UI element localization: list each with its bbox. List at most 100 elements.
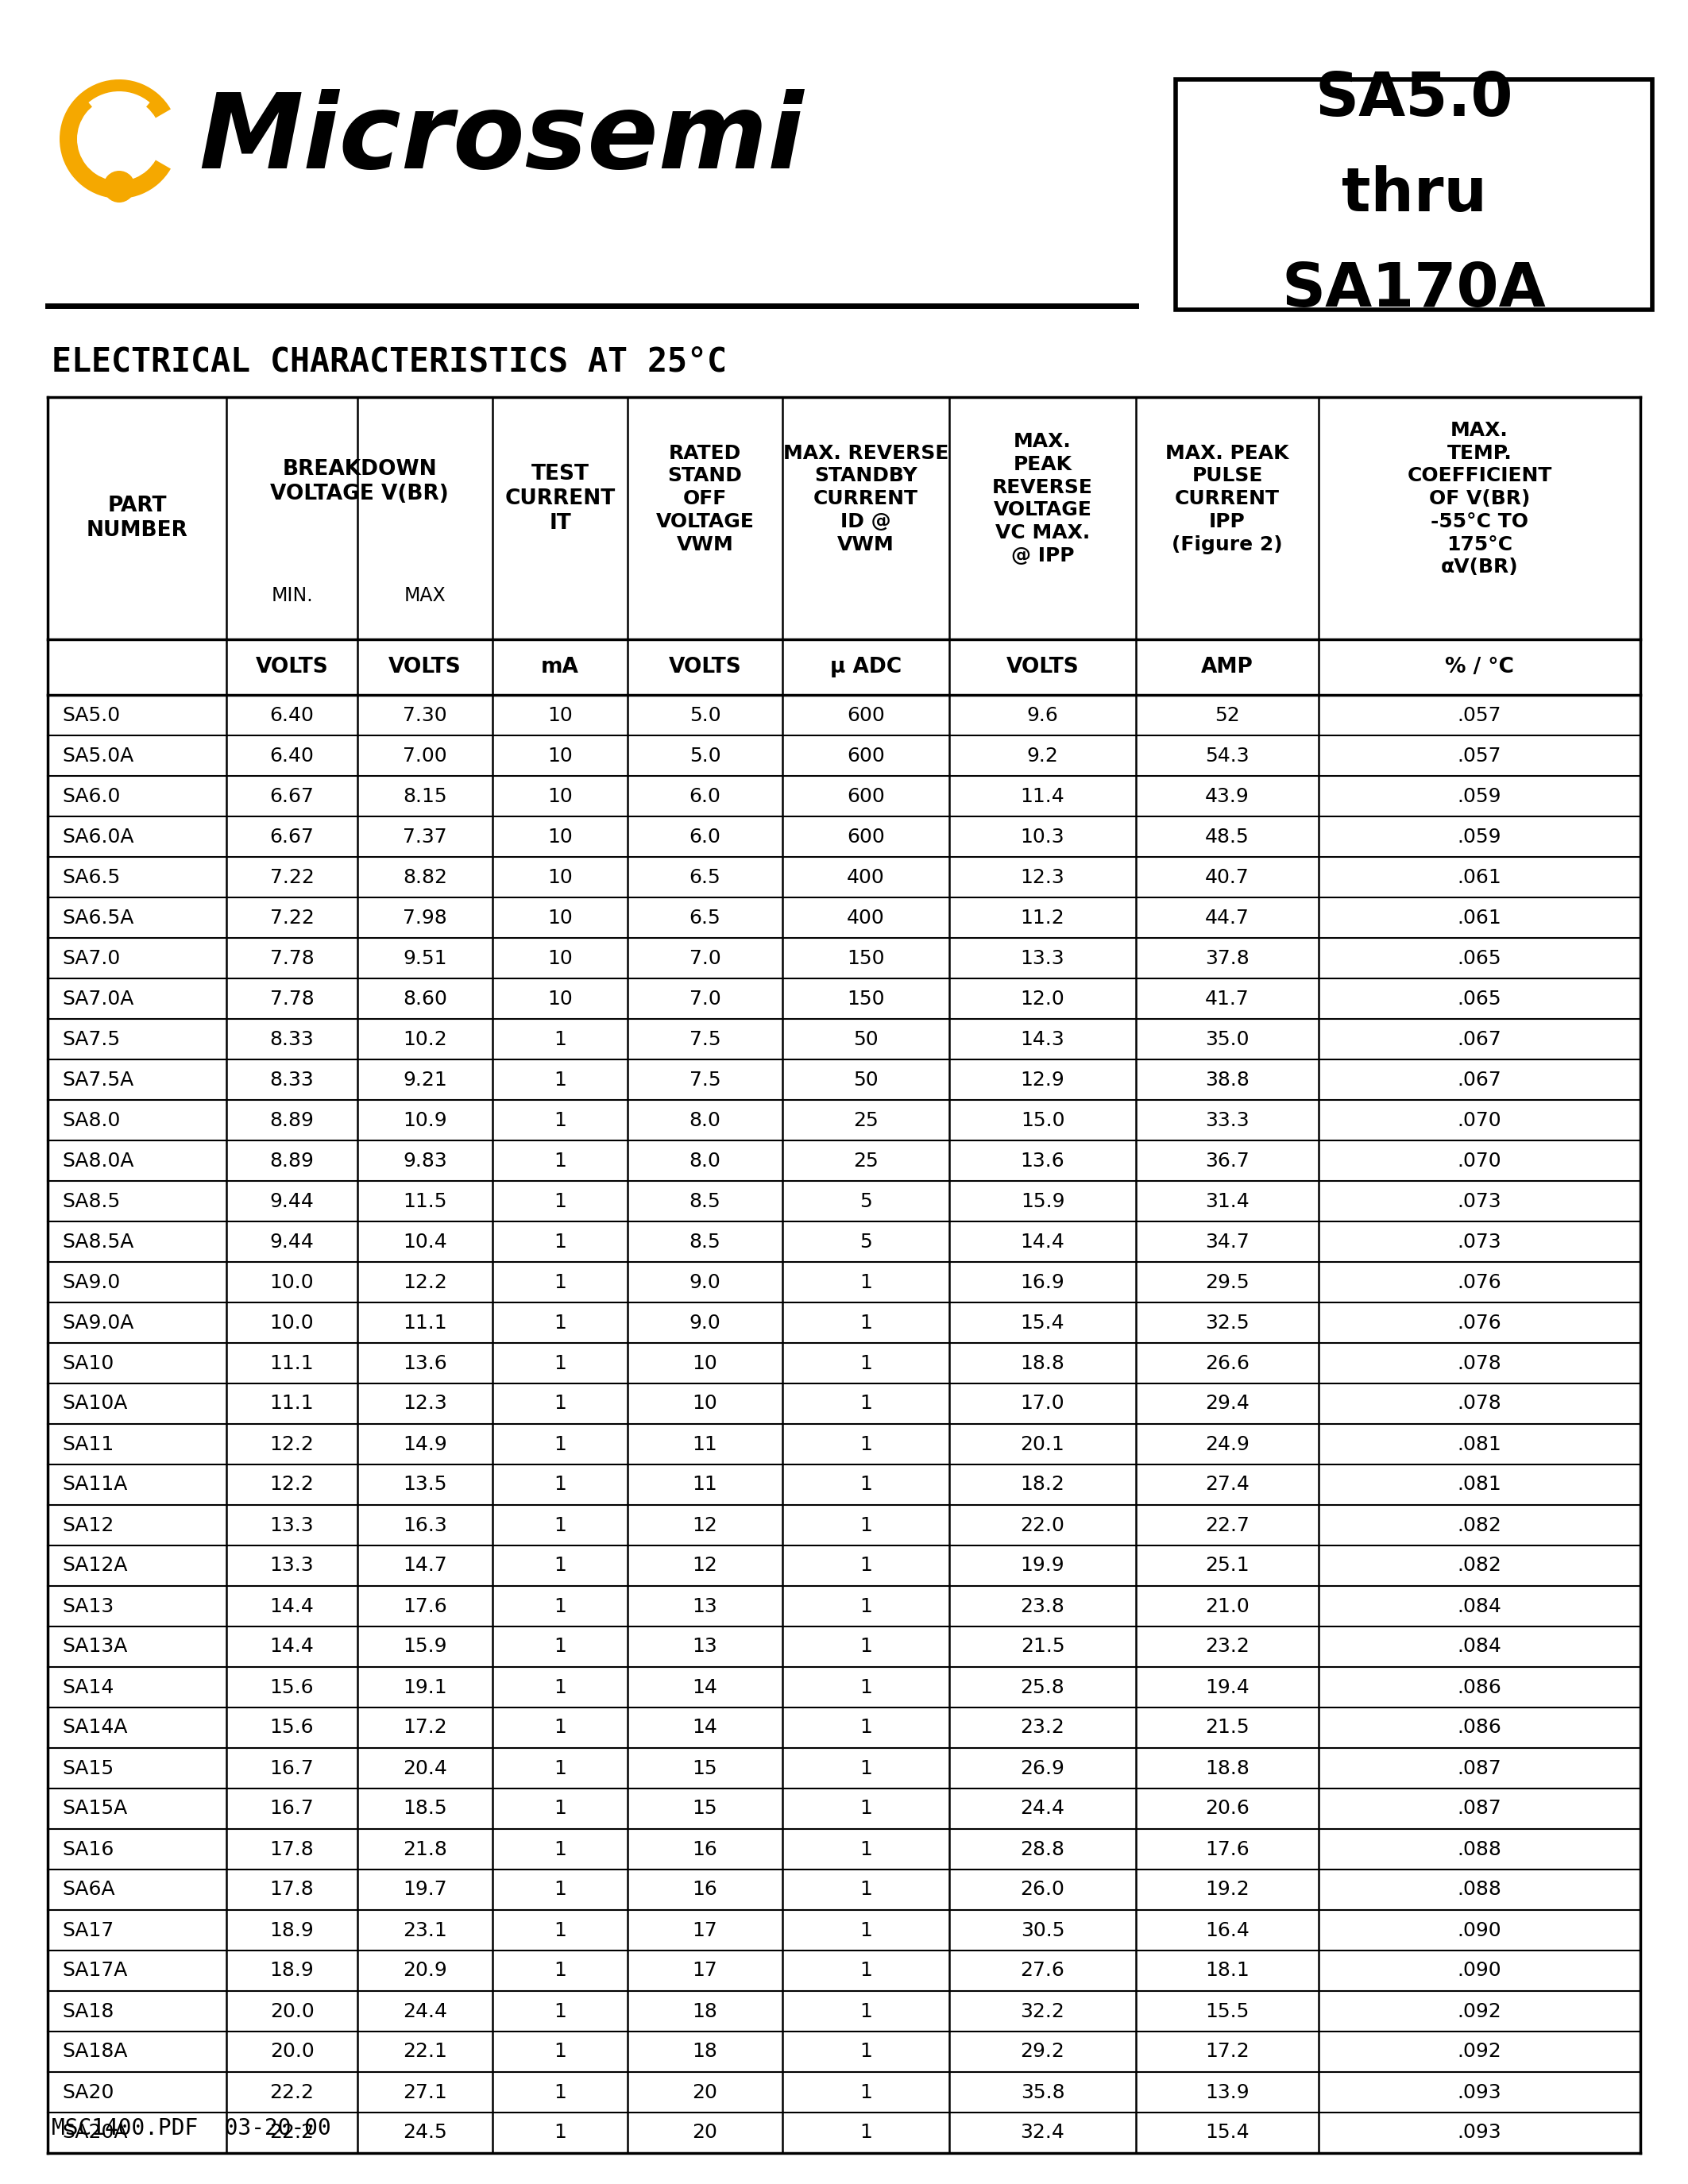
Text: 24.4: 24.4 xyxy=(403,2003,447,2020)
Text: 600: 600 xyxy=(847,828,885,845)
Text: 13.5: 13.5 xyxy=(403,1474,447,1494)
Text: 35.8: 35.8 xyxy=(1021,2084,1065,2101)
Text: SA12A: SA12A xyxy=(62,1557,128,1575)
Text: 14.4: 14.4 xyxy=(270,1638,314,1655)
Text: 10.9: 10.9 xyxy=(403,1112,447,1129)
Text: .090: .090 xyxy=(1457,1920,1502,1939)
Text: VOLTS: VOLTS xyxy=(388,657,461,677)
Text: 1: 1 xyxy=(554,1719,567,1736)
Text: 32.5: 32.5 xyxy=(1205,1313,1249,1332)
Text: 13.6: 13.6 xyxy=(403,1354,447,1374)
Text: 50: 50 xyxy=(854,1070,878,1090)
Text: 20.0: 20.0 xyxy=(270,2042,314,2062)
Text: % / °C: % / °C xyxy=(1445,657,1514,677)
Text: 1: 1 xyxy=(859,2123,873,2143)
Text: 6.67: 6.67 xyxy=(270,828,314,845)
Text: 14: 14 xyxy=(692,1719,717,1736)
Text: 10.3: 10.3 xyxy=(1021,828,1065,845)
Text: MSC1400.PDF  03-20-00: MSC1400.PDF 03-20-00 xyxy=(52,2116,331,2140)
Text: RATED
STAND
OFF
VOLTAGE
VWM: RATED STAND OFF VOLTAGE VWM xyxy=(655,443,755,555)
Text: 18.2: 18.2 xyxy=(1020,1474,1065,1494)
Text: 34.7: 34.7 xyxy=(1205,1232,1249,1251)
Text: 32.2: 32.2 xyxy=(1020,2003,1065,2020)
Text: 6.0: 6.0 xyxy=(689,828,721,845)
Text: 400: 400 xyxy=(847,867,885,887)
Text: 600: 600 xyxy=(847,786,885,806)
Text: 11.2: 11.2 xyxy=(1021,909,1065,928)
Text: 21.0: 21.0 xyxy=(1205,1597,1249,1616)
Text: 14: 14 xyxy=(692,1677,717,1697)
Text: SA17: SA17 xyxy=(62,1920,113,1939)
Text: 12.2: 12.2 xyxy=(270,1474,314,1494)
Text: 7.0: 7.0 xyxy=(689,989,721,1009)
Text: 30.5: 30.5 xyxy=(1021,1920,1065,1939)
Text: VOLTS: VOLTS xyxy=(255,657,329,677)
Text: 19.9: 19.9 xyxy=(1021,1557,1065,1575)
Text: .059: .059 xyxy=(1457,828,1502,845)
Text: 8.15: 8.15 xyxy=(403,786,447,806)
Text: SA9.0: SA9.0 xyxy=(62,1273,120,1291)
Text: mA: mA xyxy=(540,657,579,677)
Text: 29.2: 29.2 xyxy=(1020,2042,1065,2062)
Text: 25.8: 25.8 xyxy=(1021,1677,1065,1697)
Text: 1: 1 xyxy=(554,1273,567,1291)
Text: 20.4: 20.4 xyxy=(403,1758,447,1778)
Text: 14.9: 14.9 xyxy=(403,1435,447,1455)
Text: 1: 1 xyxy=(554,1112,567,1129)
Text: MAX.
PEAK
REVERSE
VOLTAGE
VC MAX.
@ IPP: MAX. PEAK REVERSE VOLTAGE VC MAX. @ IPP xyxy=(993,432,1094,566)
Text: 15.4: 15.4 xyxy=(1021,1313,1065,1332)
Text: 22.1: 22.1 xyxy=(403,2042,447,2062)
Text: 13: 13 xyxy=(692,1597,717,1616)
Text: 22.2: 22.2 xyxy=(270,2084,314,2101)
Text: 20: 20 xyxy=(692,2084,717,2101)
Text: SA13: SA13 xyxy=(62,1597,113,1616)
Text: 1: 1 xyxy=(859,1273,873,1291)
Text: 12.2: 12.2 xyxy=(270,1435,314,1455)
Text: 22.0: 22.0 xyxy=(1020,1516,1065,1535)
Text: 1: 1 xyxy=(554,1151,567,1171)
Text: 40.7: 40.7 xyxy=(1205,867,1249,887)
Text: 19.4: 19.4 xyxy=(1205,1677,1249,1697)
Text: .088: .088 xyxy=(1457,1839,1502,1859)
Text: 1: 1 xyxy=(859,1719,873,1736)
Text: 1: 1 xyxy=(554,1232,567,1251)
Text: 15.9: 15.9 xyxy=(1021,1192,1065,1210)
Text: SA15: SA15 xyxy=(62,1758,113,1778)
Text: 22.7: 22.7 xyxy=(1205,1516,1249,1535)
Text: 1: 1 xyxy=(859,1516,873,1535)
Text: 15.9: 15.9 xyxy=(403,1638,447,1655)
Text: MAX.
TEMP.
COEFFICIENT
OF V(BR)
-55°C TO
175°C
αV(BR): MAX. TEMP. COEFFICIENT OF V(BR) -55°C TO… xyxy=(1408,422,1551,577)
Text: .057: .057 xyxy=(1457,705,1502,725)
Text: μ ADC: μ ADC xyxy=(830,657,901,677)
Text: 5.0: 5.0 xyxy=(689,705,721,725)
Text: 12.3: 12.3 xyxy=(1021,867,1065,887)
Text: 15.4: 15.4 xyxy=(1205,2123,1249,2143)
Text: 10: 10 xyxy=(547,747,572,764)
Text: 6.5: 6.5 xyxy=(689,909,721,928)
Text: 1: 1 xyxy=(554,1961,567,1981)
Text: 400: 400 xyxy=(847,909,885,928)
Text: SA15A: SA15A xyxy=(62,1800,127,1819)
Text: 1: 1 xyxy=(554,1800,567,1819)
Text: 6.5: 6.5 xyxy=(689,867,721,887)
Text: 20.1: 20.1 xyxy=(1021,1435,1065,1455)
Text: .082: .082 xyxy=(1457,1557,1502,1575)
Text: 16: 16 xyxy=(692,1880,717,1900)
Text: 44.7: 44.7 xyxy=(1205,909,1249,928)
Text: 10.4: 10.4 xyxy=(403,1232,447,1251)
Text: 17.8: 17.8 xyxy=(270,1839,314,1859)
Text: 13.9: 13.9 xyxy=(1205,2084,1249,2101)
Text: SA6A: SA6A xyxy=(62,1880,115,1900)
Text: .070: .070 xyxy=(1457,1151,1502,1171)
Text: 19.7: 19.7 xyxy=(403,1880,447,1900)
Text: .092: .092 xyxy=(1457,2042,1502,2062)
Text: 11.1: 11.1 xyxy=(403,1313,447,1332)
Text: 18.9: 18.9 xyxy=(270,1961,314,1981)
Text: SA8.0: SA8.0 xyxy=(62,1112,120,1129)
Text: 17.0: 17.0 xyxy=(1021,1393,1065,1413)
Text: .061: .061 xyxy=(1457,867,1502,887)
Text: 18.1: 18.1 xyxy=(1205,1961,1249,1981)
Text: 9.2: 9.2 xyxy=(1026,747,1058,764)
Text: 28.8: 28.8 xyxy=(1020,1839,1065,1859)
Text: 1: 1 xyxy=(554,1557,567,1575)
